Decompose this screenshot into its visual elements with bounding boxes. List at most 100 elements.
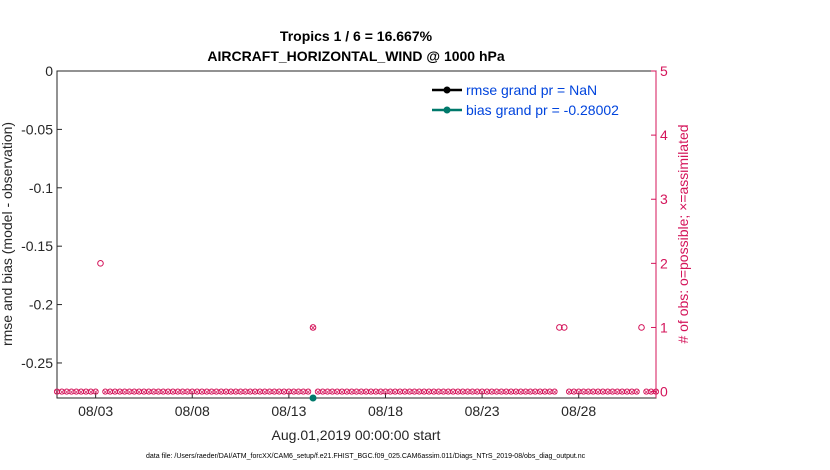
obs-assimilated-point: × xyxy=(653,388,660,397)
x-tick-label: 08/08 xyxy=(175,403,210,419)
obs-assimilated-point: × xyxy=(223,388,230,397)
obs-assimilated-point: × xyxy=(300,388,307,397)
obs-assimilated-point: × xyxy=(585,388,592,397)
obs-assimilated-point: × xyxy=(165,388,172,397)
obs-assimilated-point: × xyxy=(421,388,428,397)
obs-assimilated-point: × xyxy=(590,388,597,397)
obs-assimilated-point: × xyxy=(600,388,607,397)
obs-assimilated-point: × xyxy=(363,388,370,397)
y-right-tick-label: 0 xyxy=(660,384,668,400)
obs-assimilated-point: × xyxy=(305,388,312,397)
y-tick-label: -0.05 xyxy=(21,121,53,137)
obs-possible-point xyxy=(309,324,317,331)
obs-assimilated-point: × xyxy=(252,388,259,397)
obs-assimilated-point: × xyxy=(551,388,558,397)
data-file-footer: data file: /Users/raeder/DAI/ATM_forcXX/… xyxy=(146,453,586,460)
obs-assimilated-point: × xyxy=(290,388,297,397)
obs-possible-point xyxy=(638,324,645,331)
obs-assimilated-point: × xyxy=(68,388,75,397)
obs-assimilated-point: × xyxy=(426,388,433,397)
obs-assimilated-point: × xyxy=(271,388,278,397)
obs-assimilated-point: × xyxy=(199,388,206,397)
obs-assimilated-point: × xyxy=(295,388,302,397)
obs-assimilated-point: × xyxy=(430,388,437,397)
obs-assimilated-point: × xyxy=(247,388,254,397)
obs-assimilated-point: × xyxy=(228,388,235,397)
obs-assimilated-point: × xyxy=(343,388,350,397)
obs-assimilated-point: × xyxy=(382,388,389,397)
obs-assimilated-point: × xyxy=(179,388,186,397)
x-axis: 08/03 08/08 08/13 08/18 08/23 08/28 xyxy=(78,393,596,419)
obs-assimilated-point: × xyxy=(532,388,539,397)
obs-assimilated-point: × xyxy=(628,388,635,397)
obs-assimilated-point: × xyxy=(126,388,133,397)
obs-assimilated-point: × xyxy=(604,388,611,397)
chart-subtitle: AIRCRAFT_HORIZONTAL_WIND @ 1000 hPa xyxy=(207,48,505,64)
obs-assimilated-point: × xyxy=(261,388,268,397)
legend-rmse-marker xyxy=(443,86,451,94)
obs-assimilated-point: × xyxy=(484,388,491,397)
y-axis-right-label: # of obs: o=possible; ×=assimilated xyxy=(675,124,691,343)
obs-assimilated-point: × xyxy=(334,388,341,397)
obs-possible-point xyxy=(556,324,563,331)
y-tick-label: -0.25 xyxy=(21,355,53,371)
obs-assimilated-point: × xyxy=(474,388,481,397)
obs-possible-point xyxy=(551,388,558,395)
obs-assimilated-point: × xyxy=(63,388,70,397)
x-tick-label: 08/03 xyxy=(78,403,113,419)
obs-assimilated-point: × xyxy=(208,388,215,397)
obs-assimilated-point: × xyxy=(527,388,534,397)
obs-assimilated-point: × xyxy=(54,388,61,397)
obs-assimilated-point: × xyxy=(513,388,520,397)
obs-assimilated-point: × xyxy=(469,388,476,397)
y-axis-right: 5 4 3 2 1 0 xyxy=(651,63,668,400)
obs-assimilated-point: × xyxy=(160,388,167,397)
obs-assimilated-point: × xyxy=(194,388,201,397)
obs-possible-point xyxy=(560,324,568,331)
y-axis-label: rmse and bias (model - observation) xyxy=(0,122,15,346)
obs-assimilated-point: × xyxy=(571,388,578,397)
obs-assimilated-point: × xyxy=(145,388,152,397)
obs-assimilated-point: × xyxy=(83,388,90,397)
obs-assimilated-point: × xyxy=(648,388,655,397)
x-tick-label: 08/28 xyxy=(561,403,596,419)
obs-assimilated-point: × xyxy=(87,388,94,397)
obs-assimilated-point: × xyxy=(435,388,442,397)
obs-assimilated-point: × xyxy=(566,388,573,397)
obs-assimilated-point: × xyxy=(102,388,109,397)
y-tick-label: -0.2 xyxy=(29,297,53,313)
obs-assimilated-point: × xyxy=(392,388,399,397)
obs-assimilated-point: × xyxy=(131,388,138,397)
obs-assimilated-point: × xyxy=(372,388,379,397)
obs-assimilated-point: × xyxy=(609,388,616,397)
obs-assimilated-point: × xyxy=(184,388,191,397)
y-right-tick-label: 2 xyxy=(660,255,668,271)
obs-assimilated-point: × xyxy=(522,388,529,397)
obs-assimilated-point: × xyxy=(329,388,336,397)
obs-assimilated-point: × xyxy=(73,388,80,397)
data-marks: ××××××××× ×××××××××××××××××××××××××××××××… xyxy=(54,260,660,402)
obs-assimilated-point: × xyxy=(488,388,495,397)
obs-assimilated-point: × xyxy=(237,388,244,397)
bias-point xyxy=(309,394,317,402)
obs-assimilated-point: × xyxy=(377,388,384,397)
obs-assimilated-point: × xyxy=(266,388,273,397)
y-tick-label: -0.1 xyxy=(29,180,53,196)
obs-assimilated-point: × xyxy=(141,388,148,397)
x-axis-label: Aug.01,2019 00:00:00 start xyxy=(272,427,441,443)
obs-assimilated-point: × xyxy=(416,388,423,397)
obs-assimilated-point: × xyxy=(595,388,602,397)
obs-assimilated-point: × xyxy=(281,388,288,397)
obs-assimilated-point: × xyxy=(324,388,331,397)
obs-assimilated-point: × xyxy=(276,388,283,397)
obs-assimilated-point: × xyxy=(445,388,452,397)
obs-assimilated-point: × xyxy=(401,388,408,397)
plot-area xyxy=(56,70,657,399)
legend-bias-label: bias grand pr = -0.28002 xyxy=(466,102,619,118)
y-axis-left: 0 -0.05 -0.1 -0.15 -0.2 -0.25 xyxy=(21,63,62,371)
obs-assimilated-point: × xyxy=(319,388,326,397)
obs-assimilated-point: × xyxy=(537,388,544,397)
obs-possible-point xyxy=(92,388,99,395)
obs-assimilated-point: × xyxy=(459,388,466,397)
obs-assimilated-point: × xyxy=(575,388,582,397)
